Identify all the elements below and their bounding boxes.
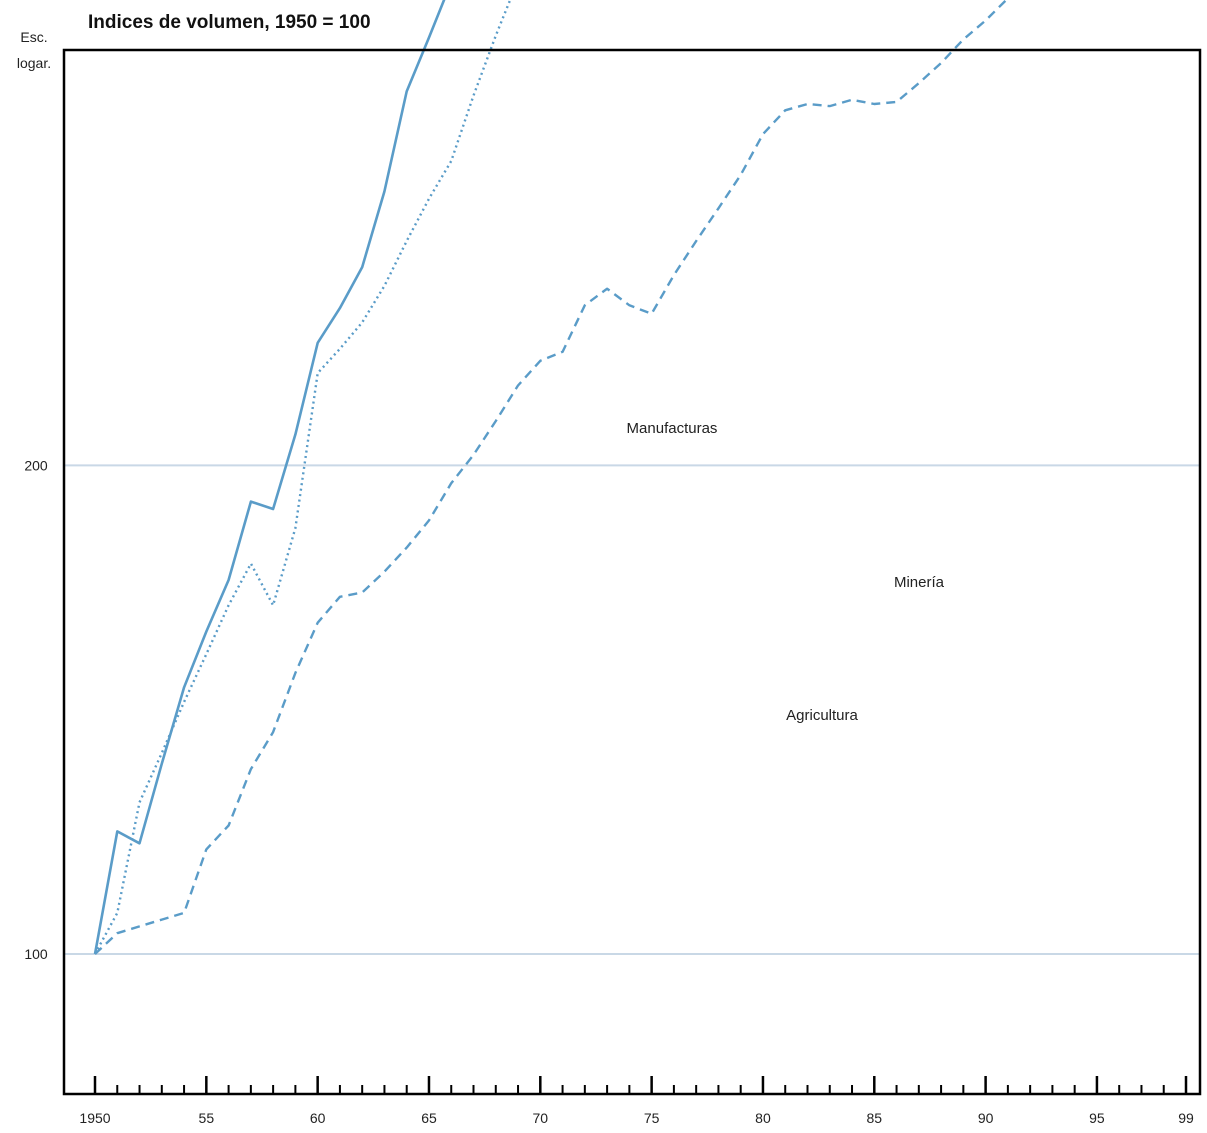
series-lines bbox=[93, 0, 1008, 955]
series-line-miner-a bbox=[93, 0, 512, 955]
x-tick-label-95: 95 bbox=[1089, 1110, 1105, 1126]
x-tick-label-70: 70 bbox=[533, 1110, 549, 1126]
x-tick-label-90: 90 bbox=[978, 1110, 994, 1126]
series-line-agricultura bbox=[94, 0, 1008, 955]
x-tick-label-80: 80 bbox=[755, 1110, 771, 1126]
x-tick-label-99: 99 bbox=[1178, 1110, 1194, 1126]
series-label-miner-a: Minería bbox=[894, 574, 945, 591]
plot-frame bbox=[62, 48, 1202, 1096]
grid-lines bbox=[64, 464, 1200, 955]
x-tick-label-65: 65 bbox=[421, 1110, 437, 1126]
x-tick-label-85: 85 bbox=[866, 1110, 882, 1126]
series-label-agricultura: Agricultura bbox=[786, 707, 858, 724]
series-line-manufacturas bbox=[93, 0, 446, 955]
x-tick-label-60: 60 bbox=[310, 1110, 326, 1126]
y-tick-labels: 100200500100020003000 bbox=[24, 457, 48, 962]
chart-title: Indices de volumen, 1950 = 100 bbox=[88, 12, 371, 33]
y-tick-label-200: 200 bbox=[24, 457, 48, 473]
x-axis: 1950 55 60 65 70 75 80 85 90 95 99 bbox=[79, 1076, 1194, 1126]
series-label-manufacturas: Manufacturas bbox=[627, 420, 718, 437]
series-annotations: Manufacturas Minería Agricultura bbox=[627, 420, 945, 724]
y-scale-label-line1: Esc. bbox=[20, 29, 47, 45]
x-tick-label-75: 75 bbox=[644, 1110, 660, 1126]
y-tick-label-100: 100 bbox=[24, 946, 48, 962]
x-tick-label-1950: 1950 bbox=[79, 1110, 110, 1126]
x-tick-label-55: 55 bbox=[199, 1110, 215, 1126]
y-scale-label-line2: logar. bbox=[17, 55, 51, 71]
